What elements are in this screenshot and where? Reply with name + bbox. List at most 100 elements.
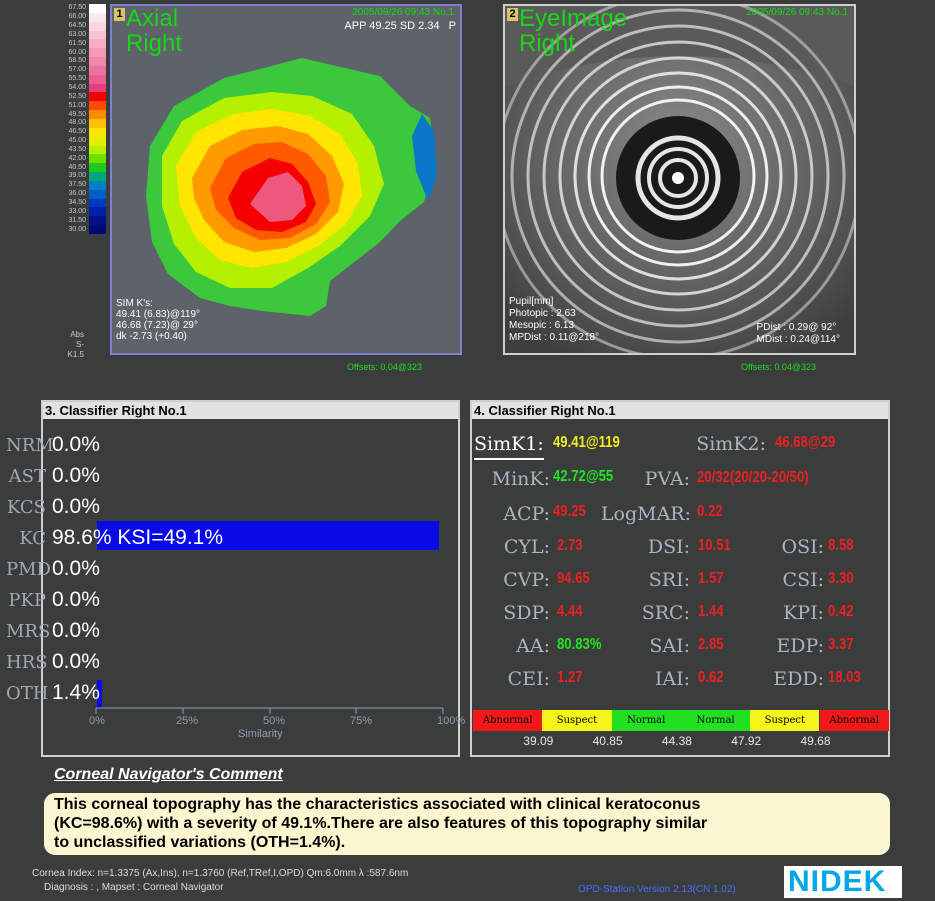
scale-row: 40.50 xyxy=(62,163,106,173)
scale-value: 34.50 xyxy=(68,198,86,206)
eyelid xyxy=(505,6,854,86)
similarity-tick-label: 50% xyxy=(263,715,286,727)
index-label: CVP: xyxy=(503,569,550,591)
index-label: CYL: xyxy=(503,536,550,558)
center-reflex xyxy=(672,172,684,184)
mink-value: 42.72@55 xyxy=(553,468,614,485)
panel-number: 1 xyxy=(114,8,125,21)
simk2-value: 46.68@29 xyxy=(775,434,836,451)
classifier-value: 0.0% xyxy=(52,557,100,580)
scale-swatch xyxy=(89,163,106,173)
scale-swatch xyxy=(89,74,106,84)
scale-row: 60.00 xyxy=(62,48,106,58)
panel-title: EyeImage Right xyxy=(519,6,627,56)
index-value: 3.30 xyxy=(828,570,854,587)
scale-step: S-K1.5 xyxy=(67,340,84,359)
exam-date: 2005/09/26 09:43 No.1 xyxy=(352,7,454,18)
classifier-row: PMD 0.0% xyxy=(6,555,100,583)
classifier-code: AST xyxy=(8,465,46,487)
comment-line: This corneal topography has the characte… xyxy=(54,796,701,813)
oth-similarity-bar xyxy=(97,680,102,708)
scale-swatch xyxy=(89,198,106,208)
panel-number: 2 xyxy=(507,8,518,21)
scale-value: 31.50 xyxy=(68,216,86,224)
index-label: CSI: xyxy=(782,569,824,591)
classifier-value: 1.4% xyxy=(52,681,100,704)
scale-swatch xyxy=(89,110,106,119)
scale-swatch xyxy=(89,83,106,93)
version-info: OPD-Station Version 2.13(CN 1.02) xyxy=(578,884,736,895)
severity-segment: Suspect xyxy=(542,710,612,731)
scale-swatch xyxy=(89,4,106,13)
scale-swatch xyxy=(89,172,106,181)
classifier-row: MRS 0.0% xyxy=(6,617,100,645)
index-label: KPI: xyxy=(783,602,824,624)
severity-segment: Abnormal xyxy=(473,710,543,731)
scale-value: 48.00 xyxy=(68,119,86,127)
scale-swatch xyxy=(89,65,106,75)
similarity-tick-label: 0% xyxy=(89,715,105,727)
classifier-row: AST 0.0% xyxy=(6,462,100,490)
scale-swatch xyxy=(89,216,106,226)
classifier-value: 0.0% xyxy=(52,619,100,642)
scale-row: 58.50 xyxy=(62,57,106,66)
nidek-logo: NIDEK xyxy=(784,866,902,898)
logmar-label: LogMAR: xyxy=(600,503,691,525)
scale-swatch xyxy=(89,57,106,66)
dk: dk -2.73 (+0.40) xyxy=(116,331,187,342)
classifier-code: NRM xyxy=(6,434,54,456)
scale-swatch xyxy=(89,118,106,128)
scale-value: 61.50 xyxy=(68,39,86,47)
scale-row: 63.00 xyxy=(62,30,106,40)
scale-row: 61.50 xyxy=(62,39,106,49)
severity-segment: Suspect xyxy=(750,710,820,731)
scale-value: 51.00 xyxy=(68,101,86,109)
kc-similarity-bar xyxy=(97,521,439,550)
classifier-code: PMD xyxy=(6,558,51,580)
scale-value: 36.00 xyxy=(68,190,86,198)
eye-image-panel[interactable]: 2 EyeImage Right 2005/09/26 09:43 No.1 P… xyxy=(503,4,856,355)
classifier-value: 0.0% xyxy=(52,588,100,611)
simk-readout: SIM K's: 49.41 (6.83)@119° 46.68 (7.23)@… xyxy=(116,298,200,342)
similarity-tick-label: 75% xyxy=(350,715,373,727)
diagnosis-info: Diagnosis : , Mapset : Corneal Navigator xyxy=(44,882,224,893)
index-label: DSI: xyxy=(647,536,690,558)
placido-ring xyxy=(510,8,846,344)
index-value: 8.58 xyxy=(828,537,854,554)
scale-row: 54.00 xyxy=(62,83,106,93)
scale-value: 58.50 xyxy=(68,57,86,65)
classifier-value: 0.0% xyxy=(52,495,100,518)
index-value: 94.65 xyxy=(557,570,590,587)
severity-segment: Normal xyxy=(611,710,681,731)
scale-row: 45.00 xyxy=(62,136,106,146)
scale-value: 30.00 xyxy=(68,225,86,233)
map-zone-blue xyxy=(412,114,437,201)
scale-row: 42.00 xyxy=(62,154,106,164)
similarity-label: Similarity xyxy=(238,728,283,740)
app-readout: APP 49.25 SD 2.34 P xyxy=(344,20,456,32)
scale-value: 39.00 xyxy=(68,172,86,180)
logo-text: NIDEK xyxy=(788,865,887,898)
scale-row: 52.50 xyxy=(62,92,106,102)
scale-swatch xyxy=(89,48,106,58)
scale-row: 37.50 xyxy=(62,180,106,190)
index-label: IAI: xyxy=(654,668,690,690)
index-value: 0.62 xyxy=(698,669,724,686)
scale-row: 64.50 xyxy=(62,21,106,31)
index-label: SAI: xyxy=(649,635,690,657)
scale-value: 37.50 xyxy=(68,181,86,189)
classifier-row: KCS 0.0% xyxy=(6,493,100,521)
scale-swatch xyxy=(89,127,106,137)
placido-ring xyxy=(526,24,830,328)
axial-map-panel[interactable]: 1 Axial Right 2005/09/26 09:43 No.1 APP … xyxy=(110,4,462,355)
app-value: APP 49.25 SD 2.34 xyxy=(344,20,440,32)
scale-row: 31.50 xyxy=(62,216,106,226)
classifier-row: NRM 0.0% xyxy=(6,431,100,459)
classifier-value: 0.0% xyxy=(52,650,100,673)
scale-row: 39.00 xyxy=(62,172,106,181)
eye-side: Right xyxy=(126,30,183,57)
simk2-label: SimK2: xyxy=(696,433,766,455)
scale-value: 66.00 xyxy=(68,13,86,21)
scale-value: 45.00 xyxy=(68,137,86,145)
index-label: OSI: xyxy=(781,536,825,558)
